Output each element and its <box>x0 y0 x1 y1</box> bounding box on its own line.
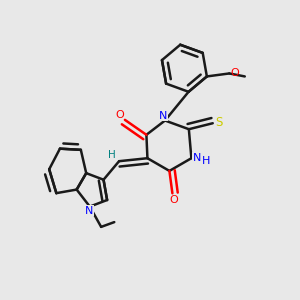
Text: O: O <box>115 110 124 120</box>
Text: O: O <box>230 68 239 78</box>
Text: H: H <box>202 156 210 166</box>
Text: N: N <box>159 111 168 121</box>
Text: S: S <box>216 116 223 129</box>
Text: O: O <box>169 195 178 205</box>
Text: N: N <box>193 153 201 163</box>
Text: H: H <box>108 150 116 160</box>
Text: N: N <box>85 206 93 216</box>
